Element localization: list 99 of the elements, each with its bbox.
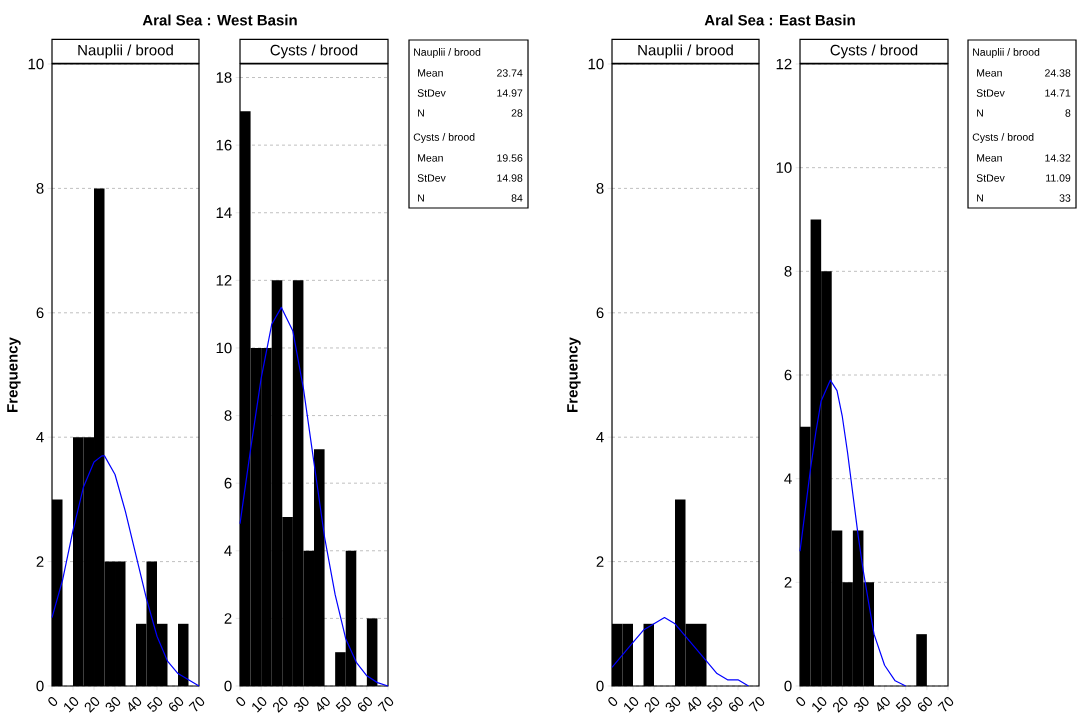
chart-subtitle: Cysts / brood xyxy=(270,44,358,59)
y-tick-label: 12 xyxy=(216,275,232,286)
y-tick-label: 10 xyxy=(588,58,604,70)
y-tick-label: 0 xyxy=(36,680,44,692)
y-axis-title: Frequency xyxy=(7,337,21,412)
x-tick-label: 60 xyxy=(357,697,373,712)
text: 14.32 xyxy=(1045,154,1071,162)
line-series xyxy=(51,455,200,687)
text: N xyxy=(418,194,424,202)
text: Mean xyxy=(418,69,443,77)
text: 14.98 xyxy=(497,174,523,182)
y-tick-label: 2 xyxy=(224,613,232,624)
text: 14.71 xyxy=(1045,89,1071,97)
text: StDev xyxy=(417,89,446,97)
text: 24.38 xyxy=(1045,69,1071,77)
x-tick-label: 20 xyxy=(832,697,848,713)
text: StDev xyxy=(976,89,1005,97)
y-tick-label: 6 xyxy=(784,369,792,381)
y-tick-label: 6 xyxy=(596,307,604,319)
x-tick-label: 40 xyxy=(688,697,702,712)
x-tick-label: 40 xyxy=(128,697,142,712)
x-tick-label: 0 xyxy=(48,697,58,706)
chart-subtitle: Nauplii / brood xyxy=(78,44,173,59)
text: StDev xyxy=(976,174,1005,182)
y-tick-label: 8 xyxy=(36,183,44,194)
x-tick-label: 50 xyxy=(895,697,911,712)
x-tick-label: 70 xyxy=(377,697,394,712)
y-tick-label: 18 xyxy=(216,72,232,83)
text: StDev xyxy=(417,174,446,182)
x-tick-label: 0 xyxy=(608,697,618,706)
y-tick-label: 4 xyxy=(784,473,792,484)
y-tick-label: 2 xyxy=(36,556,44,567)
y-tick-label: 4 xyxy=(596,432,604,443)
x-tick-label: 50 xyxy=(706,697,723,712)
x-tick-label: 20 xyxy=(644,697,660,713)
y-axis-title: Frequency xyxy=(567,337,581,412)
x-tick-label: 60 xyxy=(917,697,933,712)
y-tick-label: 10 xyxy=(216,342,232,354)
y-tick-label: 0 xyxy=(784,680,792,692)
text: 11.09 xyxy=(1046,174,1071,182)
y-tick-label: 8 xyxy=(596,183,604,194)
text: 8 xyxy=(1065,109,1071,117)
x-tick-label: 70 xyxy=(748,697,765,712)
text: Nauplii / brood xyxy=(414,48,481,58)
x-tick-label: 0 xyxy=(236,697,246,706)
y-tick-label: 10 xyxy=(776,162,792,173)
x-tick-label: 70 xyxy=(937,697,954,712)
text: 28 xyxy=(511,109,523,117)
text: N xyxy=(418,109,424,117)
x-tick-label: 10 xyxy=(624,697,639,713)
y-tick-label: 10 xyxy=(28,58,44,70)
text: 19.56 xyxy=(497,154,523,162)
x-tick-label: 50 xyxy=(335,697,351,712)
text: Mean xyxy=(418,154,443,162)
y-tick-label: 0 xyxy=(596,680,604,692)
line-series xyxy=(239,306,389,687)
text: 14.97 xyxy=(497,89,523,97)
y-tick-label: 16 xyxy=(216,139,232,151)
text: Mean xyxy=(977,154,1002,162)
x-tick-label: 10 xyxy=(64,697,79,713)
x-tick-label: 10 xyxy=(812,697,827,713)
x-tick-label: 20 xyxy=(84,697,100,713)
text: Cysts / brood xyxy=(413,133,475,143)
text: Cysts / brood xyxy=(972,133,1034,143)
chart-subtitle: Nauplii / brood xyxy=(638,44,733,59)
x-tick-label: 30 xyxy=(854,697,869,712)
x-tick-label: 70 xyxy=(188,697,205,712)
chart-title: Aral Sea : East Basin xyxy=(704,14,855,26)
x-tick-label: 10 xyxy=(252,697,267,713)
y-tick-label: 6 xyxy=(36,307,44,319)
y-tick-label: 14 xyxy=(216,207,232,218)
x-tick-label: 30 xyxy=(665,697,681,712)
x-tick-label: 50 xyxy=(146,697,163,712)
x-tick-label: 40 xyxy=(317,697,330,712)
x-tick-label: 20 xyxy=(272,697,288,713)
y-tick-label: 8 xyxy=(784,266,792,277)
text: 84 xyxy=(511,194,523,202)
x-tick-label: 60 xyxy=(169,697,184,712)
chart-title: Aral Sea : West Basin xyxy=(142,14,297,26)
y-tick-label: 12 xyxy=(776,58,792,70)
x-tick-label: 30 xyxy=(105,697,121,712)
x-tick-label: 30 xyxy=(294,697,309,712)
y-tick-label: 6 xyxy=(224,477,232,489)
x-tick-label: 0 xyxy=(796,697,806,706)
text: 23.74 xyxy=(497,69,523,77)
y-tick-label: 0 xyxy=(224,680,232,692)
y-tick-label: 4 xyxy=(36,432,44,443)
text: N xyxy=(977,194,983,202)
y-tick-label: 4 xyxy=(224,545,232,556)
x-tick-label: 40 xyxy=(877,697,890,712)
y-tick-label: 8 xyxy=(224,410,232,421)
y-tick-label: 2 xyxy=(596,556,604,567)
text: Mean xyxy=(977,69,1002,77)
text: Nauplii / brood xyxy=(973,48,1040,58)
x-tick-label: 60 xyxy=(729,697,744,712)
text: 33 xyxy=(1059,194,1071,202)
text: N xyxy=(977,109,983,117)
chart-subtitle: Cysts / brood xyxy=(830,44,918,59)
y-tick-label: 2 xyxy=(784,577,792,588)
